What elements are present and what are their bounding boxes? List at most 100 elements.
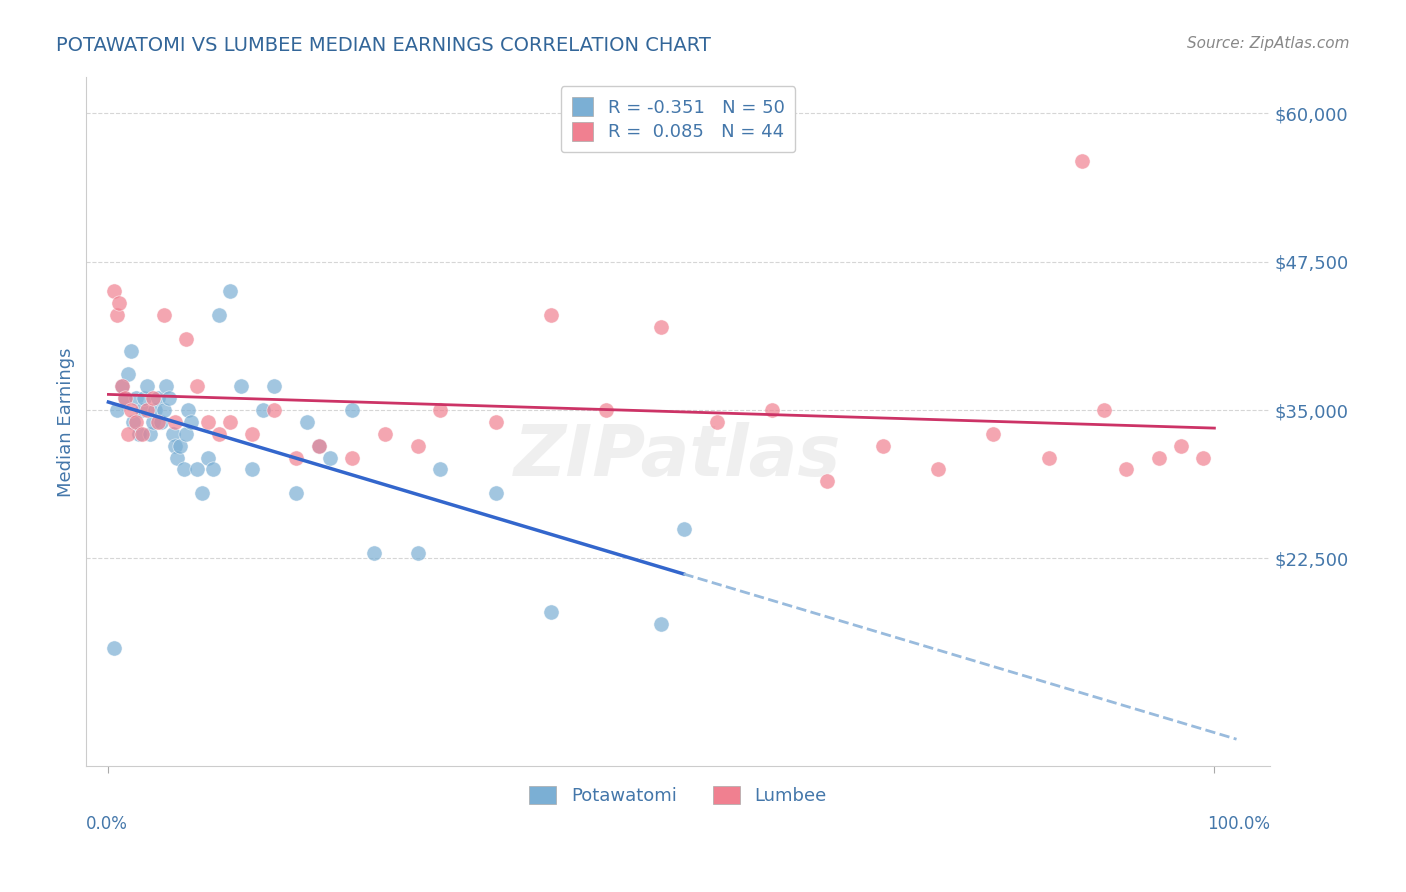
Point — [231, 379, 253, 393]
Point — [148, 415, 170, 429]
Point — [252, 403, 274, 417]
Point — [128, 426, 150, 441]
Point — [429, 462, 451, 476]
Y-axis label: Median Earnings: Median Earnings — [58, 347, 75, 497]
Point — [117, 426, 139, 441]
Text: POTAWATOMI VS LUMBEE MEDIAN EARNINGS CORRELATION CHART: POTAWATOMI VS LUMBEE MEDIAN EARNINGS COR… — [56, 36, 711, 54]
Point — [191, 486, 214, 500]
Point — [174, 332, 197, 346]
Point — [240, 426, 263, 441]
Point — [484, 415, 506, 429]
Point — [169, 439, 191, 453]
Point — [108, 296, 131, 310]
Point — [136, 379, 159, 393]
Point — [240, 462, 263, 476]
Point — [363, 545, 385, 559]
Point — [706, 415, 728, 429]
Point — [219, 284, 242, 298]
Point — [1092, 403, 1115, 417]
Point — [114, 391, 136, 405]
Point — [340, 403, 363, 417]
Point — [308, 439, 330, 453]
Point — [111, 379, 134, 393]
Point — [297, 415, 319, 429]
Point — [157, 391, 180, 405]
Text: Source: ZipAtlas.com: Source: ZipAtlas.com — [1187, 36, 1350, 51]
Point — [152, 308, 174, 322]
Point — [815, 475, 838, 489]
Point — [163, 439, 186, 453]
Point — [208, 308, 231, 322]
Text: 0.0%: 0.0% — [86, 814, 128, 832]
Point — [761, 403, 783, 417]
Point — [340, 450, 363, 465]
Point — [202, 462, 225, 476]
Point — [1192, 450, 1215, 465]
Point — [121, 415, 143, 429]
Point — [142, 391, 165, 405]
Point — [132, 391, 155, 405]
Point — [1170, 439, 1192, 453]
Point — [1147, 450, 1170, 465]
Point — [263, 379, 285, 393]
Point — [219, 415, 242, 429]
Point — [136, 403, 159, 417]
Point — [981, 426, 1004, 441]
Point — [103, 284, 125, 298]
Point — [1070, 153, 1092, 168]
Point — [406, 439, 429, 453]
Point — [114, 391, 136, 405]
Legend: Potawatomi, Lumbee: Potawatomi, Lumbee — [522, 779, 834, 813]
Point — [318, 450, 340, 465]
Point — [197, 415, 219, 429]
Point — [142, 415, 165, 429]
Point — [152, 403, 174, 417]
Point — [406, 545, 429, 559]
Point — [131, 403, 153, 417]
Point — [208, 426, 231, 441]
Point — [174, 426, 197, 441]
Point — [180, 415, 202, 429]
Point — [163, 415, 186, 429]
Point — [162, 426, 184, 441]
Point — [650, 616, 672, 631]
Point — [139, 426, 162, 441]
Point — [173, 462, 195, 476]
Point — [285, 450, 308, 465]
Point — [166, 450, 188, 465]
Point — [131, 426, 153, 441]
Point — [117, 368, 139, 382]
Point — [927, 462, 949, 476]
Point — [125, 415, 148, 429]
Text: 100.0%: 100.0% — [1206, 814, 1270, 832]
Point — [1038, 450, 1060, 465]
Point — [103, 640, 125, 655]
Point — [263, 403, 285, 417]
Point — [429, 403, 451, 417]
Point — [197, 450, 219, 465]
Point — [308, 439, 330, 453]
Point — [595, 403, 617, 417]
Point — [285, 486, 308, 500]
Point — [143, 403, 166, 417]
Point — [540, 308, 562, 322]
Point — [872, 439, 894, 453]
Point — [650, 319, 672, 334]
Point — [150, 415, 173, 429]
Point — [155, 379, 177, 393]
Point — [374, 426, 396, 441]
Point — [125, 391, 148, 405]
Point — [186, 462, 208, 476]
Point — [540, 605, 562, 619]
Point — [672, 522, 695, 536]
Point — [120, 343, 142, 358]
Point — [105, 308, 128, 322]
Point — [111, 379, 134, 393]
Point — [1115, 462, 1137, 476]
Point — [105, 403, 128, 417]
Point — [484, 486, 506, 500]
Text: ZIPatlas: ZIPatlas — [515, 422, 842, 491]
Point — [120, 403, 142, 417]
Point — [148, 391, 170, 405]
Point — [186, 379, 208, 393]
